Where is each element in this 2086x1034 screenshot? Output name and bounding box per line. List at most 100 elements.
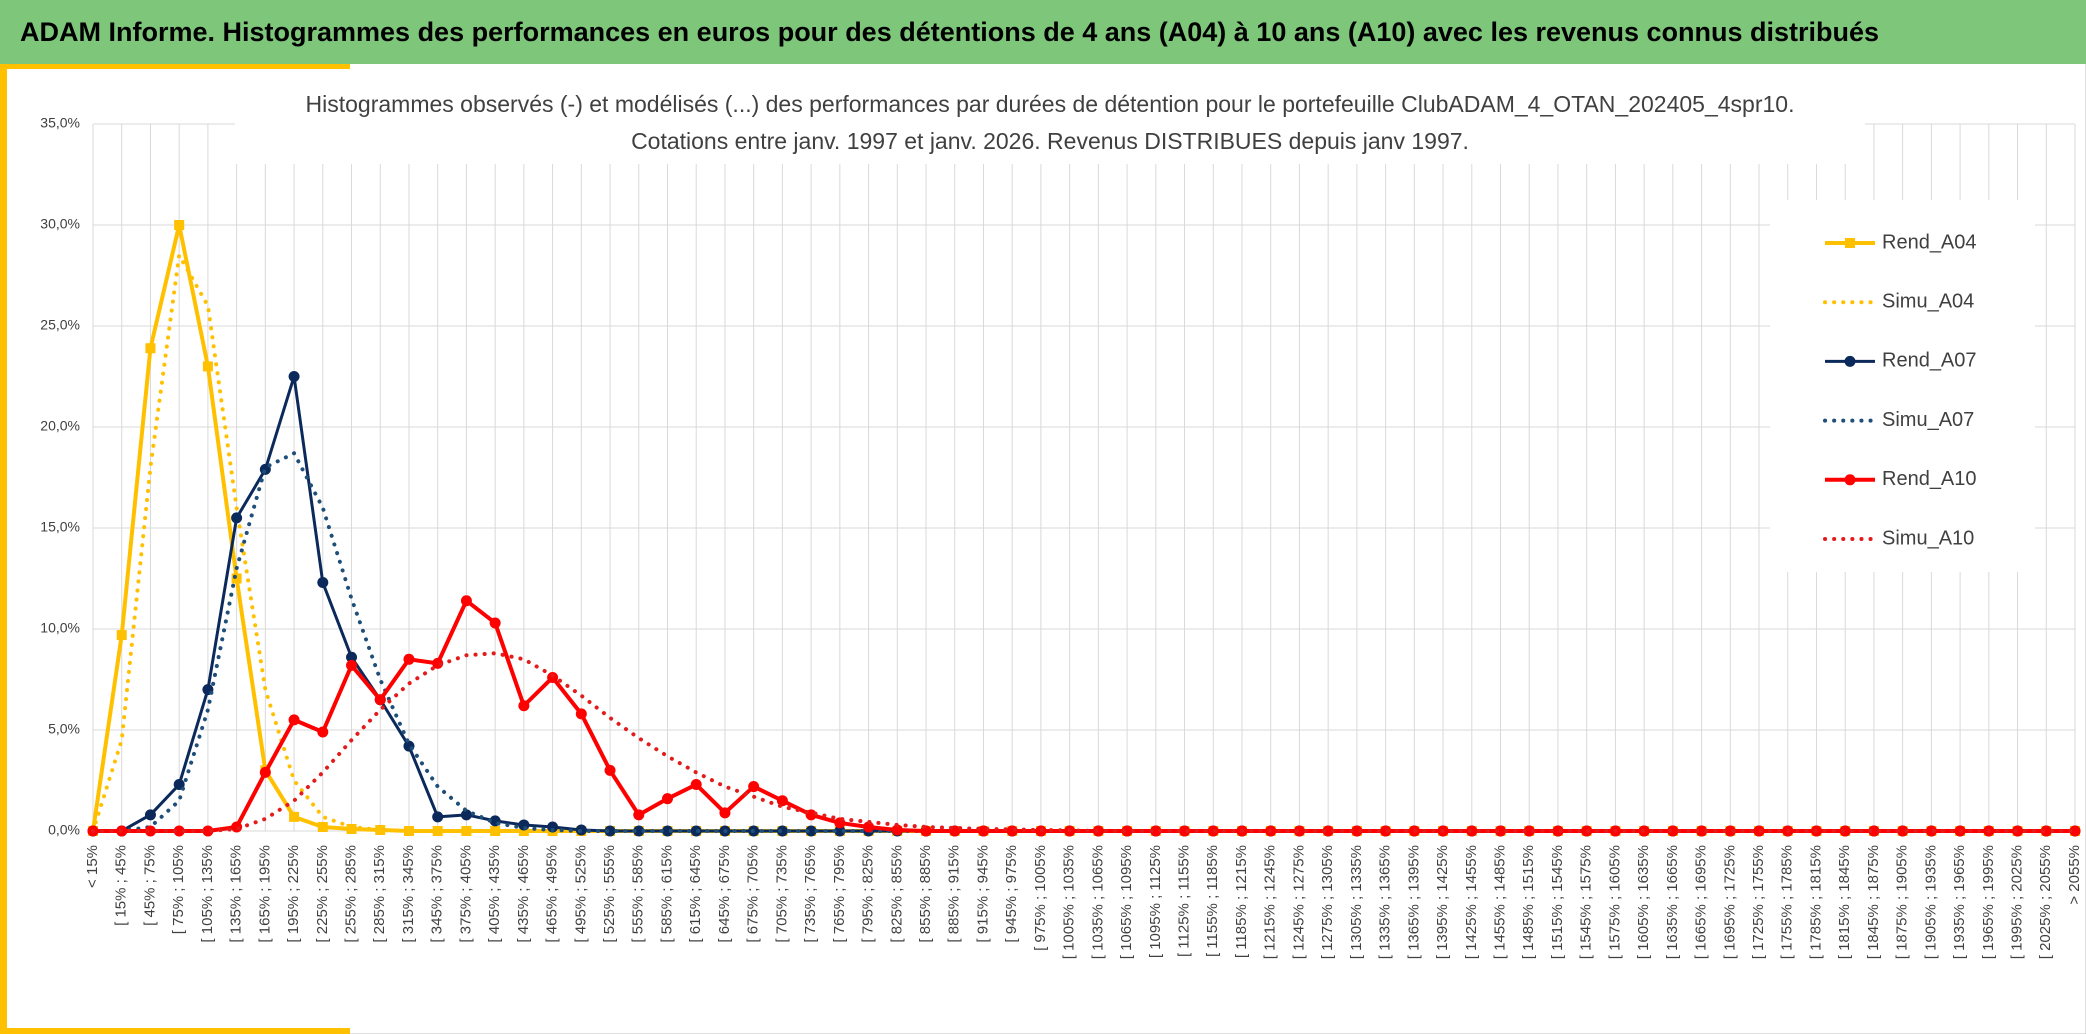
marker: [1724, 825, 1736, 837]
y-tick-label: 0,0%: [48, 822, 80, 838]
marker: [547, 821, 559, 833]
marker: [2069, 825, 2081, 837]
x-tick-label: [ 1425% ; 1455%: [1463, 845, 1480, 959]
x-tick-label: [ 1485% ; 1515%: [1520, 845, 1537, 959]
x-tick-label: [ 1275% ; 1305%: [1319, 845, 1336, 959]
y-tick-label: 15,0%: [40, 519, 80, 535]
marker: [346, 823, 357, 834]
x-tick-label: [ 555% ; 585%: [630, 845, 647, 943]
marker: [144, 809, 156, 821]
marker: [1495, 825, 1507, 837]
marker: [1897, 825, 1909, 837]
marker: [1322, 825, 1334, 837]
x-tick-label: [ 1815% ; 1845%: [1836, 845, 1853, 959]
y-tick-label: 30,0%: [40, 216, 80, 232]
x-tick-label: [ 855% ; 885%: [917, 845, 934, 943]
x-tick-label: [ 1035% ; 1065%: [1089, 845, 1106, 959]
x-tick-label: [ 795% ; 825%: [860, 845, 877, 943]
legend-marker: [1844, 474, 1856, 486]
x-tick-label: [ 15% ; 45%: [113, 845, 130, 926]
marker: [1552, 825, 1564, 837]
x-tick-label: [ 1845% ; 1875%: [1865, 845, 1882, 959]
legend-label: Simu_A04: [1882, 290, 1974, 312]
x-tick-label: [ 1455% ; 1485%: [1491, 845, 1508, 959]
legend-label: Rend_A07: [1882, 350, 1977, 372]
marker: [719, 807, 731, 819]
marker: [1523, 825, 1535, 837]
x-tick-label: [ 1185% ; 1215%: [1233, 845, 1250, 958]
x-tick-label: [ 1575% ; 1605%: [1606, 845, 1623, 959]
marker: [317, 726, 329, 738]
legend-marker: [1844, 355, 1856, 367]
marker: [1925, 825, 1937, 837]
marker: [1150, 825, 1162, 837]
x-tick-label: [ 1005% ; 1035%: [1061, 845, 1078, 959]
x-tick-label: [ 435% ; 465%: [515, 845, 532, 943]
marker: [1293, 825, 1305, 837]
marker: [317, 821, 328, 832]
marker: [661, 825, 673, 837]
x-tick-label: [ 195% ; 225%: [285, 845, 302, 943]
x-tick-label: > 2055%: [2066, 845, 2083, 905]
chart-title: Histogrammes observés (-) et modélisés (…: [306, 91, 1795, 117]
marker: [661, 793, 673, 805]
marker: [460, 595, 472, 607]
x-tick-label: [ 45% ; 75%: [141, 845, 158, 926]
x-tick-label: [ 1635% ; 1665%: [1664, 845, 1681, 959]
x-tick-label: [ 1395% ; 1425%: [1434, 845, 1451, 959]
accent: [0, 64, 7, 1034]
marker: [834, 825, 846, 837]
x-tick-label: [ 1545% ; 1575%: [1578, 845, 1595, 959]
x-tick-label: [ 585% ; 615%: [658, 845, 675, 943]
marker: [1121, 825, 1133, 837]
x-tick-label: [ 465% ; 495%: [544, 845, 561, 943]
marker: [317, 577, 329, 589]
marker: [173, 825, 185, 837]
marker: [461, 826, 472, 836]
x-tick-label: [ 1935% ; 1965%: [1951, 845, 1968, 959]
legend-label: Simu_A07: [1882, 409, 1974, 431]
x-tick-label: [ 1905% ; 1935%: [1922, 845, 1939, 959]
x-tick-label: [ 1155% ; 1185%: [1204, 845, 1221, 957]
x-tick-label: [ 255% ; 285%: [342, 845, 359, 943]
x-tick-label: [ 1125% ; 1155%: [1176, 845, 1193, 957]
marker: [1696, 825, 1708, 837]
marker: [259, 766, 271, 778]
x-tick-label: [ 1665% ; 1695%: [1693, 845, 1710, 959]
y-tick-label: 25,0%: [40, 317, 80, 333]
y-tick-label: 35,0%: [40, 115, 80, 131]
x-tick-label: [ 135% ; 165%: [228, 845, 245, 943]
marker: [202, 825, 214, 837]
header-bar: [0, 0, 2086, 64]
series-line: [91, 651, 2077, 833]
marker: [1466, 825, 1478, 837]
marker: [547, 671, 559, 683]
marker: [144, 825, 156, 837]
title-box: [235, 86, 1865, 164]
marker: [288, 714, 300, 726]
marker: [231, 573, 242, 584]
marker: [116, 630, 127, 641]
marker: [231, 512, 243, 524]
marker: [1006, 825, 1018, 837]
marker: [633, 825, 645, 837]
y-tick-label: 10,0%: [40, 620, 80, 636]
marker: [805, 825, 817, 837]
x-tick-label: [ 1755% ; 1785%: [1779, 845, 1796, 959]
marker: [690, 779, 702, 791]
x-tick-label: [ 675% ; 705%: [745, 845, 762, 943]
x-tick-label: [ 765% ; 795%: [831, 845, 848, 943]
x-tick-label: [ 1965% ; 1995%: [1980, 845, 1997, 959]
marker: [633, 809, 645, 821]
marker: [863, 821, 875, 833]
x-tick-label: [ 1305% ; 1335%: [1348, 845, 1365, 959]
marker: [1179, 825, 1191, 837]
x-tick-label: [ 825% ; 855%: [888, 845, 905, 943]
marker: [1667, 825, 1679, 837]
marker: [518, 700, 530, 712]
x-tick-label: [ 1095% ; 1125%: [1147, 845, 1164, 958]
marker: [403, 653, 415, 665]
x-tick-label: [ 1695% ; 1725%: [1721, 845, 1738, 959]
marker: [1380, 825, 1392, 837]
x-tick-label: [ 975% ; 1005%: [1032, 845, 1049, 951]
